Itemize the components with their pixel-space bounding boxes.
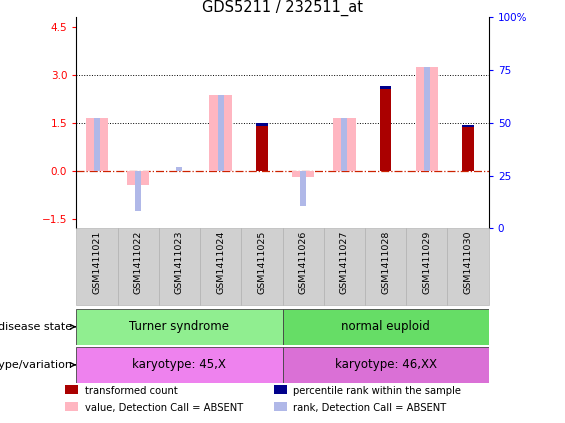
Text: GSM1411022: GSM1411022	[134, 231, 142, 294]
Bar	[76, 228, 118, 305]
Text: GSM1411024: GSM1411024	[216, 231, 225, 294]
Bar	[341, 118, 347, 171]
Text: normal euploid: normal euploid	[341, 320, 430, 333]
Bar	[282, 309, 489, 345]
Text: GSM1411029: GSM1411029	[423, 231, 431, 294]
Bar	[256, 126, 268, 171]
Text: GSM1411030: GSM1411030	[464, 231, 472, 294]
Bar	[462, 127, 474, 171]
Bar	[380, 86, 392, 89]
Bar	[324, 228, 365, 305]
Text: rank, Detection Call = ABSENT: rank, Detection Call = ABSENT	[293, 403, 446, 413]
Text: GSM1411027: GSM1411027	[340, 231, 349, 294]
Text: value, Detection Call = ABSENT: value, Detection Call = ABSENT	[85, 403, 243, 413]
Text: GSM1411028: GSM1411028	[381, 231, 390, 294]
Text: GSM1411025: GSM1411025	[258, 231, 266, 294]
Text: genotype/variation: genotype/variation	[0, 360, 75, 370]
Bar	[365, 228, 406, 305]
Title: GDS5211 / 232511_at: GDS5211 / 232511_at	[202, 0, 363, 16]
Bar	[94, 118, 100, 171]
Bar	[282, 228, 324, 305]
Text: GSM1411023: GSM1411023	[175, 231, 184, 294]
Bar	[218, 96, 224, 171]
Bar	[415, 66, 438, 171]
Text: transformed count: transformed count	[85, 386, 177, 396]
Bar	[135, 171, 141, 211]
Text: karyotype: 46,XX: karyotype: 46,XX	[334, 358, 437, 371]
Bar	[292, 171, 315, 177]
Bar	[282, 347, 489, 383]
Bar	[274, 385, 287, 394]
Bar	[462, 125, 474, 127]
Text: GSM1411026: GSM1411026	[299, 231, 307, 294]
Text: Turner syndrome: Turner syndrome	[129, 320, 229, 333]
Bar	[200, 228, 241, 305]
Text: karyotype: 45,X: karyotype: 45,X	[132, 358, 227, 371]
Bar	[127, 171, 150, 185]
Bar	[424, 66, 430, 171]
Bar	[380, 89, 392, 171]
Bar	[118, 228, 159, 305]
Bar	[65, 402, 78, 411]
Bar	[85, 118, 108, 171]
Bar	[76, 309, 282, 345]
Bar	[176, 167, 182, 171]
Bar	[333, 118, 356, 171]
Bar	[256, 123, 268, 126]
Text: GSM1411021: GSM1411021	[93, 231, 101, 294]
Bar	[447, 228, 489, 305]
Bar	[241, 228, 282, 305]
Bar	[76, 347, 282, 383]
Bar	[159, 228, 200, 305]
Text: disease state: disease state	[0, 322, 75, 332]
Bar	[65, 385, 78, 394]
Bar	[274, 402, 287, 411]
Bar	[209, 96, 232, 171]
Text: percentile rank within the sample: percentile rank within the sample	[293, 386, 462, 396]
Bar	[406, 228, 447, 305]
Bar	[300, 171, 306, 206]
